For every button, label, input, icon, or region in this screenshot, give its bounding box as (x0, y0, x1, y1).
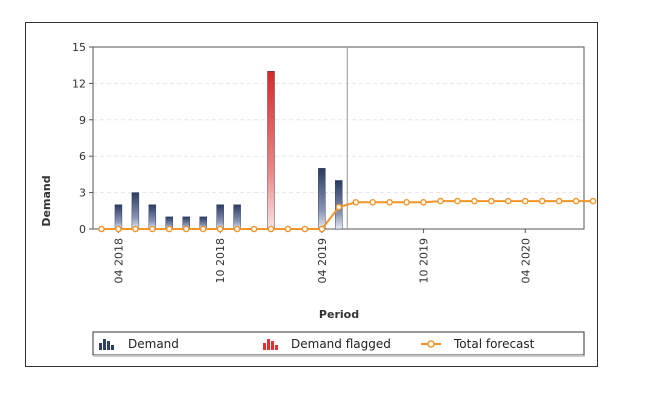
total-forecast-point (555, 197, 563, 205)
legend-label-total-forecast: Total forecast (453, 337, 535, 351)
legend-item-demand[interactable]: Demand (99, 337, 179, 351)
x-tick-label: 10 2019 (418, 238, 431, 284)
y-axis-title: Demand (40, 175, 53, 226)
demand-bar (131, 192, 140, 230)
y-axis: 0 3 6 9 12 15 (72, 41, 93, 236)
legend-label-demand: Demand (128, 337, 179, 351)
x-tick-label: 04 2018 (112, 238, 125, 284)
total-forecast-point (165, 225, 173, 233)
total-forecast-point (471, 197, 478, 205)
legend-item-demand-flagged[interactable]: Demand flagged (263, 337, 391, 351)
total-forecast-point (488, 197, 495, 205)
y-tick-label: 3 (79, 187, 86, 200)
grid-lines (93, 82, 584, 194)
total-forecast-point (589, 197, 597, 205)
legend-label-demand-flagged: Demand flagged (291, 337, 391, 351)
y-tick-label: 12 (72, 77, 86, 90)
line-marker-icon (421, 340, 441, 348)
x-tick-label: 04 2019 (316, 238, 329, 284)
total-forecast-point (504, 197, 512, 205)
y-tick-label: 6 (79, 150, 86, 163)
total-forecast-point (216, 225, 224, 233)
y-tick-label: 15 (72, 41, 86, 54)
total-forecast-point (521, 197, 529, 205)
y-tick-label: 9 (79, 114, 86, 127)
legend: Demand Demand flagged Total forecast (92, 331, 585, 357)
total-forecast-point (572, 197, 580, 205)
x-tick-label: 04 2020 (519, 238, 532, 284)
demand-bar (148, 204, 157, 230)
total-forecast-point (335, 203, 343, 211)
bar-chart-icon (263, 339, 278, 350)
total-forecast-point (301, 225, 309, 233)
total-forecast-point (318, 225, 326, 233)
total-forecast-point (437, 197, 444, 205)
total-forecast-point (538, 197, 546, 205)
total-forecast-point (386, 199, 393, 206)
total-forecast-point (98, 225, 105, 233)
total-forecast-point (284, 225, 292, 233)
total-forecast-point (182, 225, 190, 233)
total-forecast-point (454, 197, 461, 205)
demand-bar (216, 204, 224, 230)
x-axis-title: Period (319, 308, 359, 321)
total-forecast-point (115, 225, 122, 233)
bar-chart-icon (99, 339, 114, 350)
legend-item-total-forecast[interactable]: Total forecast (421, 337, 535, 351)
y-tick-label: 0 (79, 223, 86, 236)
bar-series (114, 71, 343, 230)
demand-bar (233, 204, 241, 230)
demand-bar (318, 168, 326, 230)
chart-frame: 0 3 6 9 12 15 04 2018 10 2018 04 2019 10 2019 04 … (25, 22, 598, 367)
total-forecast-point (149, 225, 156, 233)
total-forecast-point (369, 199, 377, 206)
total-forecast-point (403, 199, 410, 206)
total-forecast-point (233, 225, 241, 233)
total-forecast-point (132, 225, 139, 233)
x-tick-label: 10 2018 (214, 238, 227, 284)
demand-bar (114, 204, 123, 230)
x-axis: 04 2018 10 2018 04 2019 10 2019 04 2020 (112, 229, 532, 284)
total-forecast-point (420, 199, 427, 206)
line-series (98, 197, 597, 233)
total-forecast-point (199, 225, 207, 233)
total-forecast-point (250, 225, 258, 233)
total-forecast-point (267, 225, 275, 233)
demand-flagged-bar (267, 71, 275, 230)
total-forecast-point (352, 199, 360, 206)
